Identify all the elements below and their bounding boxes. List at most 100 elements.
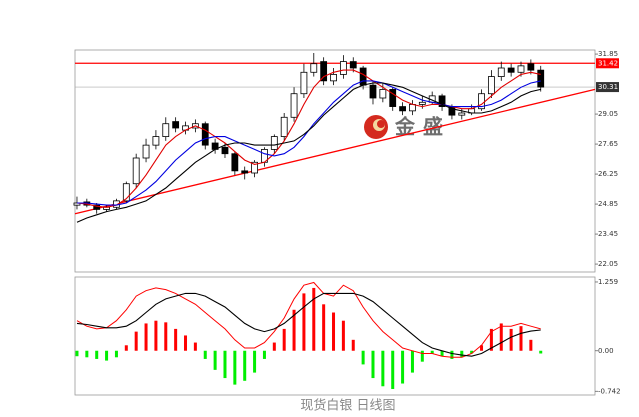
macd-bar: [154, 320, 158, 351]
candle-body: [93, 204, 101, 210]
candle-body: [438, 95, 446, 107]
macd-bar: [302, 293, 306, 351]
price-panel: [74, 49, 596, 273]
macd-dif: [76, 281, 541, 358]
macd-bar: [371, 350, 375, 379]
candle-body: [497, 67, 505, 77]
macd-bar: [272, 342, 276, 351]
macd-bar: [341, 320, 345, 351]
resistance-label: 31.42: [598, 59, 618, 67]
candle-body: [241, 170, 249, 174]
macd-bar: [193, 342, 197, 351]
macd-panel: [74, 276, 596, 396]
macd-bar: [75, 350, 79, 357]
candle-body: [320, 61, 328, 82]
macd-bar: [420, 350, 424, 362]
macd-bar: [430, 350, 434, 354]
macd-bar: [489, 328, 493, 351]
macd-bar: [509, 328, 513, 351]
candle-body: [399, 106, 406, 112]
candle-body: [487, 76, 495, 95]
candle-body: [142, 144, 150, 159]
macd-bar: [134, 331, 138, 351]
macd-bar: [519, 326, 523, 351]
candle-body: [122, 183, 130, 202]
macd-bar: [174, 328, 178, 351]
macd-bar: [105, 350, 109, 361]
candle-body: [152, 136, 160, 146]
candle-body: [359, 67, 367, 86]
candle-body: [221, 146, 229, 155]
macd-bar: [124, 345, 128, 351]
candle-body: [270, 136, 278, 150]
moving-average: [77, 80, 541, 206]
candle-body: [310, 63, 318, 73]
macd-bar: [114, 350, 118, 358]
y-tick-label: 31.85: [598, 50, 618, 58]
candle-body: [280, 116, 288, 137]
trendline: [74, 88, 596, 215]
candle-body: [251, 161, 258, 174]
macd-bar: [144, 323, 148, 351]
last-price-label: 30.31: [598, 83, 618, 91]
macd-bar: [361, 350, 365, 365]
candle-body: [290, 93, 298, 118]
macd-bar: [381, 350, 385, 387]
candle-body: [507, 67, 515, 73]
macd-tick-label: 0.00: [598, 347, 614, 355]
macd-bar: [529, 339, 533, 351]
macd-bar: [184, 335, 188, 351]
macd-bar: [332, 312, 336, 351]
candle-body: [300, 71, 308, 95]
macd-bar: [351, 339, 355, 351]
macd-bar: [460, 350, 464, 358]
macd-bar: [470, 350, 474, 354]
y-tick-label: 29.05: [598, 110, 618, 118]
macd-tick-label: -0.742: [598, 387, 621, 395]
candle-body: [517, 65, 525, 73]
candle-body: [458, 112, 466, 116]
macd-bar: [282, 328, 286, 351]
macd-dea: [76, 292, 541, 357]
candle-body: [537, 69, 545, 88]
candle-body: [339, 61, 347, 75]
y-tick-label: 23.45: [598, 230, 618, 238]
candle-body: [172, 121, 180, 129]
y-tick-label: 26.25: [598, 170, 618, 178]
resistance-box: [596, 58, 619, 69]
macd-bar: [95, 350, 99, 359]
macd-bar: [391, 350, 395, 389]
macd-bar: [499, 323, 503, 351]
macd-bar: [253, 350, 257, 373]
candle-body: [418, 101, 426, 105]
macd-bar: [539, 350, 543, 354]
moving-average: [76, 69, 541, 208]
last-price-box: [596, 82, 619, 93]
macd-bar: [213, 350, 217, 370]
y-tick-label: 22.05: [598, 260, 618, 268]
y-tick-label: 24.85: [598, 200, 618, 208]
macd-bar: [440, 350, 444, 357]
macd-bar: [450, 350, 454, 359]
macd-bar: [322, 304, 326, 351]
macd-bar: [164, 322, 168, 351]
watermark: 金盛: [394, 115, 451, 139]
candle-body: [201, 123, 209, 146]
candle-body: [379, 89, 387, 99]
y-tick-label: 27.65: [598, 140, 618, 148]
macd-bar: [292, 309, 296, 351]
macd-tick-label: 1.259: [598, 278, 618, 286]
candle-body: [389, 89, 397, 107]
moving-average: [76, 82, 541, 223]
candle-body: [527, 63, 535, 71]
candle-body: [231, 153, 239, 172]
watermark-logo: [364, 115, 388, 139]
candle-body: [132, 157, 140, 185]
macd-bar: [243, 350, 247, 381]
caption: 现货白银 日线图: [300, 398, 395, 414]
candle-body: [73, 202, 81, 206]
candle-body: [162, 123, 170, 137]
macd-bar: [262, 350, 266, 359]
candle-body: [330, 74, 337, 82]
